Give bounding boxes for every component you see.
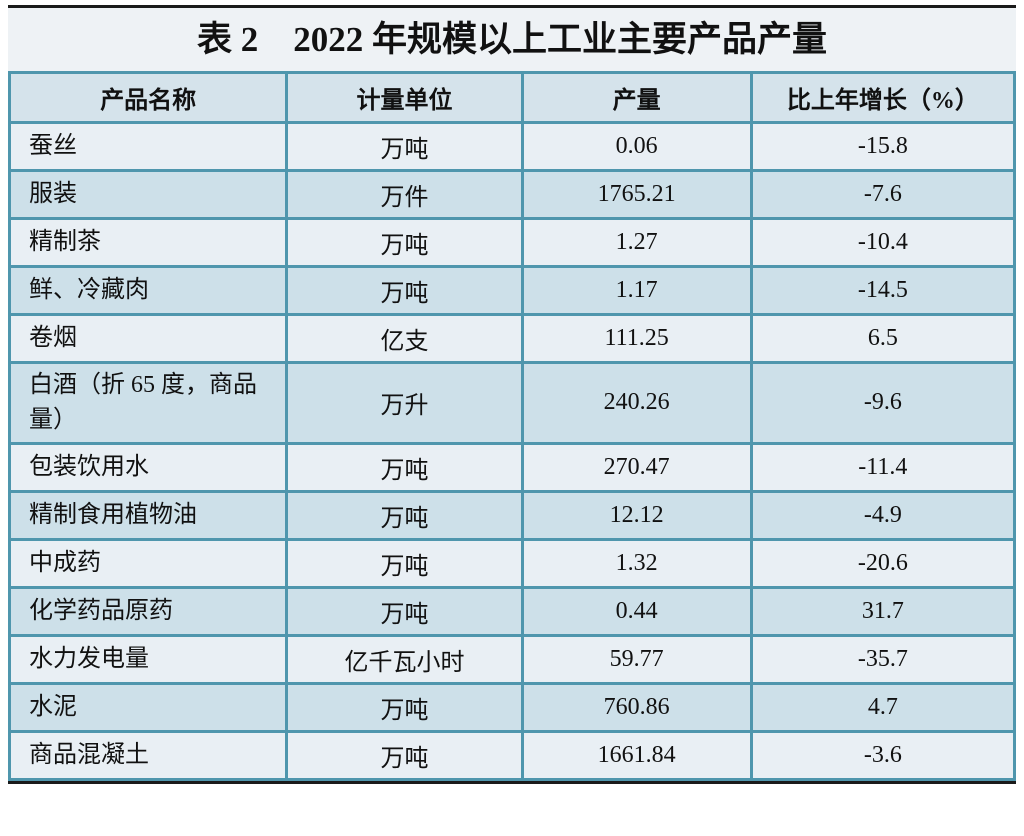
output-cell: 240.26 [520,361,753,445]
growth-cell: -10.4 [749,217,1017,268]
unit-cell: 亿支 [285,313,524,364]
growth-cell: -20.6 [749,537,1017,589]
table-body: 蚕丝 万吨 0.06 -15.8 服装 万件 1765.21 -7.6 精制茶 … [7,121,1017,781]
growth-cell: -7.6 [749,169,1017,220]
unit-cell: 万吨 [285,729,524,781]
output-cell: 270.47 [520,441,753,493]
unit-cell: 万件 [285,169,524,220]
table-row: 包装饮用水 万吨 270.47 -11.4 [7,441,1017,493]
column-header-unit: 计量单位 [285,71,524,124]
growth-cell: -15.8 [749,121,1017,172]
output-cell: 760.86 [520,681,753,733]
product-name-cell: 鲜、冷藏肉 [7,265,289,316]
column-header-output: 产量 [520,71,753,124]
output-cell: 1.17 [520,265,753,316]
growth-cell: -3.6 [749,729,1017,781]
unit-cell: 万吨 [285,681,524,733]
unit-cell: 万吨 [285,585,524,637]
table-row: 鲜、冷藏肉 万吨 1.17 -14.5 [7,265,1017,316]
table-header: 产品名称 计量单位 产量 比上年增长（%） [7,71,1017,124]
output-cell: 1661.84 [520,729,753,781]
unit-cell: 万吨 [285,121,524,172]
table-row: 水力发电量 亿千瓦小时 59.77 -35.7 [7,633,1017,685]
product-name-cell: 精制食用植物油 [7,489,289,541]
product-name-cell: 包装饮用水 [7,441,289,493]
growth-cell: 4.7 [749,681,1017,733]
header-row: 产品名称 计量单位 产量 比上年增长（%） [7,71,1017,124]
growth-cell: 6.5 [749,313,1017,364]
output-cell: 0.44 [520,585,753,637]
product-name-cell: 水力发电量 [7,633,289,685]
title-strip: 表 2 2022 年规模以上工业主要产品产量 [8,8,1016,71]
table-row: 服装 万件 1765.21 -7.6 [7,169,1017,220]
bottom-black-rule [8,780,1016,784]
growth-cell: -14.5 [749,265,1017,316]
product-name-cell: 卷烟 [7,313,289,364]
product-name-cell: 化学药品原药 [7,585,289,637]
growth-cell: -11.4 [749,441,1017,493]
table-title: 表 2 2022 年规模以上工业主要产品产量 [196,20,827,59]
top-black-rule [8,5,1016,8]
unit-cell: 万升 [285,361,524,445]
product-name-cell: 白酒（折 65 度，商品量） [7,361,289,445]
product-name-cell: 商品混凝土 [7,729,289,781]
table-row: 蚕丝 万吨 0.06 -15.8 [7,121,1017,172]
table-row: 精制食用植物油 万吨 12.12 -4.9 [7,489,1017,541]
table-row: 卷烟 亿支 111.25 6.5 [7,313,1017,364]
output-cell: 12.12 [520,489,753,541]
output-cell: 1765.21 [520,169,753,220]
table-row: 水泥 万吨 760.86 4.7 [7,681,1017,733]
column-header-product-name: 产品名称 [7,71,289,124]
table-row: 中成药 万吨 1.32 -20.6 [7,537,1017,589]
table-row: 白酒（折 65 度，商品量） 万升 240.26 -9.6 [7,361,1017,445]
unit-cell: 万吨 [285,537,524,589]
column-header-growth: 比上年增长（%） [749,71,1017,124]
product-name-cell: 中成药 [7,537,289,589]
unit-cell: 万吨 [285,217,524,268]
table-row: 化学药品原药 万吨 0.44 31.7 [7,585,1017,637]
unit-cell: 亿千瓦小时 [285,633,524,685]
output-cell: 0.06 [520,121,753,172]
unit-cell: 万吨 [285,441,524,493]
growth-cell: 31.7 [749,585,1017,637]
output-cell: 1.27 [520,217,753,268]
growth-cell: -4.9 [749,489,1017,541]
table-row: 精制茶 万吨 1.27 -10.4 [7,217,1017,268]
output-stats-table: 产品名称 计量单位 产量 比上年增长（%） 蚕丝 万吨 0.06 -15.8 服… [7,71,1017,781]
output-cell: 1.32 [520,537,753,589]
product-name-cell: 水泥 [7,681,289,733]
product-name-cell: 服装 [7,169,289,220]
product-name-cell: 蚕丝 [7,121,289,172]
table-row: 商品混凝土 万吨 1661.84 -3.6 [7,729,1017,781]
unit-cell: 万吨 [285,489,524,541]
output-cell: 59.77 [520,633,753,685]
growth-cell: -9.6 [749,361,1017,445]
growth-cell: -35.7 [749,633,1017,685]
product-name-cell: 精制茶 [7,217,289,268]
unit-cell: 万吨 [285,265,524,316]
output-cell: 111.25 [520,313,753,364]
